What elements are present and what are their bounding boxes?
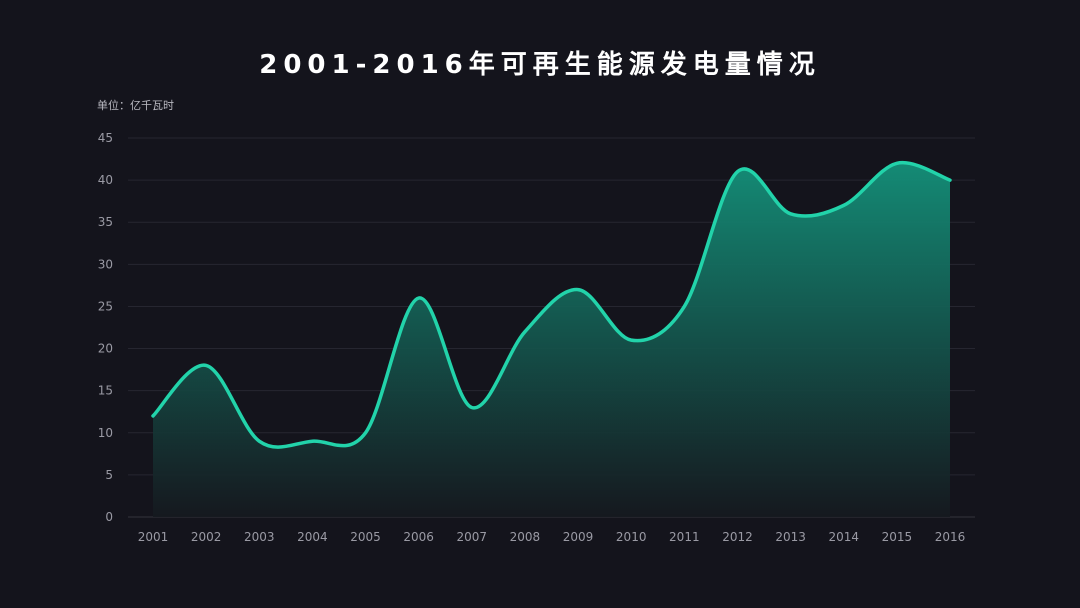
x-tick-label: 2001 bbox=[138, 530, 169, 544]
x-tick-label: 2009 bbox=[563, 530, 594, 544]
x-tick-label: 2014 bbox=[828, 530, 859, 544]
chart-title: 2001-2016年可再生能源发电量情况 bbox=[259, 49, 821, 80]
y-tick-label: 35 bbox=[98, 215, 113, 229]
x-tick-label: 2003 bbox=[244, 530, 275, 544]
y-tick-label: 30 bbox=[98, 257, 113, 271]
x-tick-label: 2011 bbox=[669, 530, 700, 544]
x-tick-label: 2015 bbox=[882, 530, 913, 544]
x-tick-label: 2013 bbox=[775, 530, 806, 544]
x-tick-label: 2012 bbox=[722, 530, 753, 544]
x-tick-label: 2002 bbox=[191, 530, 222, 544]
y-tick-label: 5 bbox=[105, 468, 113, 482]
series bbox=[151, 160, 952, 517]
y-tick-label: 20 bbox=[98, 342, 113, 356]
x-tick-label: 2010 bbox=[616, 530, 647, 544]
area-fill bbox=[153, 162, 950, 517]
x-tick-label: 2004 bbox=[297, 530, 328, 544]
y-tick-label: 10 bbox=[98, 426, 113, 440]
x-tick-label: 2007 bbox=[457, 530, 488, 544]
y-tick-label: 0 bbox=[105, 510, 113, 524]
x-tick-label: 2006 bbox=[403, 530, 434, 544]
y-tick-label: 25 bbox=[98, 299, 113, 313]
y-tick-label: 45 bbox=[98, 131, 113, 145]
unit-label: 单位：亿千瓦时 bbox=[97, 98, 174, 112]
y-axis: 0 5 10 15 20 25 30 35 40 45 bbox=[98, 131, 113, 524]
x-tick-label: 2005 bbox=[350, 530, 381, 544]
y-tick-label: 15 bbox=[98, 384, 113, 398]
x-tick-label: 2016 bbox=[935, 530, 966, 544]
x-tick-label: 2008 bbox=[510, 530, 541, 544]
y-tick-label: 40 bbox=[98, 173, 113, 187]
x-axis: 2001 2002 2003 2004 2005 2006 2007 2008 2009 2010… bbox=[138, 530, 966, 544]
